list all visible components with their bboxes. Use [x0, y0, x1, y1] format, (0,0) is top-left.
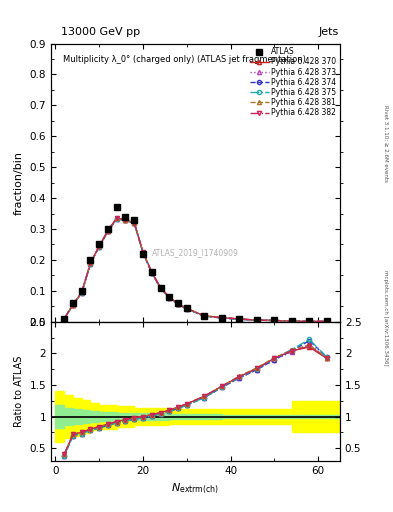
Text: ATLAS_2019_I1740909: ATLAS_2019_I1740909 — [152, 248, 239, 257]
ATLAS — [71, 300, 75, 306]
ATLAS — [307, 318, 312, 325]
Line: ATLAS: ATLAS — [61, 205, 330, 324]
ATLAS — [79, 288, 84, 294]
Text: Multiplicity λ_0° (charged only) (ATLAS jet fragmentation): Multiplicity λ_0° (charged only) (ATLAS … — [62, 55, 305, 63]
Text: mcplots.cern.ch [arXiv:1306.3436]: mcplots.cern.ch [arXiv:1306.3436] — [384, 270, 388, 365]
ATLAS — [149, 269, 154, 275]
Text: Jets: Jets — [318, 27, 339, 37]
ATLAS — [272, 317, 277, 323]
ATLAS — [88, 257, 93, 263]
ATLAS — [184, 305, 189, 311]
ATLAS — [132, 217, 137, 223]
Y-axis label: fraction/bin: fraction/bin — [14, 151, 24, 215]
ATLAS — [62, 315, 66, 322]
ATLAS — [254, 317, 259, 323]
Text: Rivet 3.1.10; ≥ 2.6M events: Rivet 3.1.10; ≥ 2.6M events — [384, 105, 388, 182]
Text: 13000 GeV pp: 13000 GeV pp — [61, 27, 140, 37]
ATLAS — [167, 294, 172, 300]
ATLAS — [123, 214, 128, 220]
ATLAS — [176, 300, 180, 306]
ATLAS — [219, 314, 224, 321]
X-axis label: $N_\mathrm{extrm(ch)}$: $N_\mathrm{extrm(ch)}$ — [171, 481, 220, 496]
ATLAS — [141, 251, 145, 257]
ATLAS — [158, 285, 163, 291]
ATLAS — [97, 241, 101, 247]
Y-axis label: Ratio to ATLAS: Ratio to ATLAS — [14, 355, 24, 427]
ATLAS — [237, 315, 242, 322]
Legend: ATLAS, Pythia 6.428 370, Pythia 6.428 373, Pythia 6.428 374, Pythia 6.428 375, P: ATLAS, Pythia 6.428 370, Pythia 6.428 37… — [248, 46, 338, 119]
ATLAS — [202, 312, 207, 318]
ATLAS — [289, 318, 294, 324]
ATLAS — [106, 226, 110, 232]
ATLAS — [114, 204, 119, 210]
ATLAS — [325, 318, 329, 325]
